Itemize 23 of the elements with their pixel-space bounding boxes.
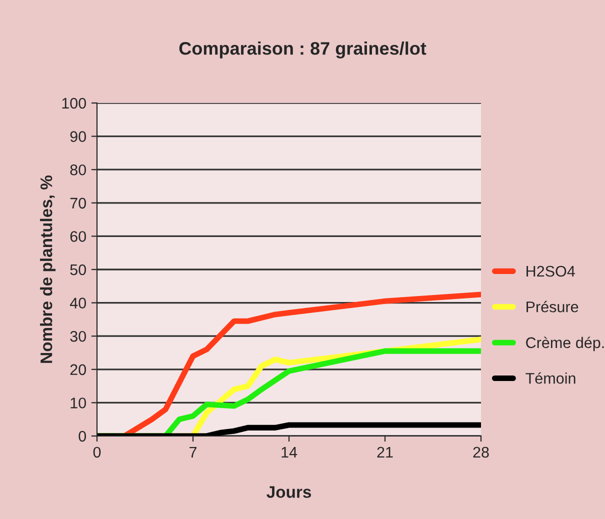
y-tick-label: 30 — [70, 330, 86, 342]
y-tick-label: 100 — [62, 98, 86, 109]
chart-title: Comparaison : 87 graines/lot — [179, 42, 426, 58]
x-tick-label: 21 — [377, 446, 393, 458]
x-tick-label: 0 — [93, 446, 101, 458]
y-tick-label: 50 — [70, 264, 86, 276]
y-tick-label: 10 — [70, 398, 86, 408]
legend-label: Crème dép. — [526, 336, 604, 352]
y-tick-label: 40 — [70, 298, 86, 308]
y-tick-label: 20 — [70, 364, 86, 376]
x-tick-label: 28 — [473, 446, 489, 458]
y-axis-title: Nombre de plantules, % — [40, 175, 56, 363]
legend-label: Présure — [526, 300, 578, 312]
legend-label: Témoin — [526, 372, 576, 384]
x-axis-title: Jours — [266, 486, 312, 498]
x-tick-label: 7 — [190, 446, 196, 458]
y-tick-label: 90 — [70, 131, 86, 142]
y-tick-label: 70 — [70, 198, 86, 209]
y-tick-label: 0 — [78, 430, 86, 442]
y-tick-label: 60 — [70, 231, 86, 242]
x-tick-label: 14 — [282, 446, 298, 458]
y-tick-label: 80 — [70, 164, 86, 176]
legend-label: H2SO4 — [526, 266, 575, 277]
